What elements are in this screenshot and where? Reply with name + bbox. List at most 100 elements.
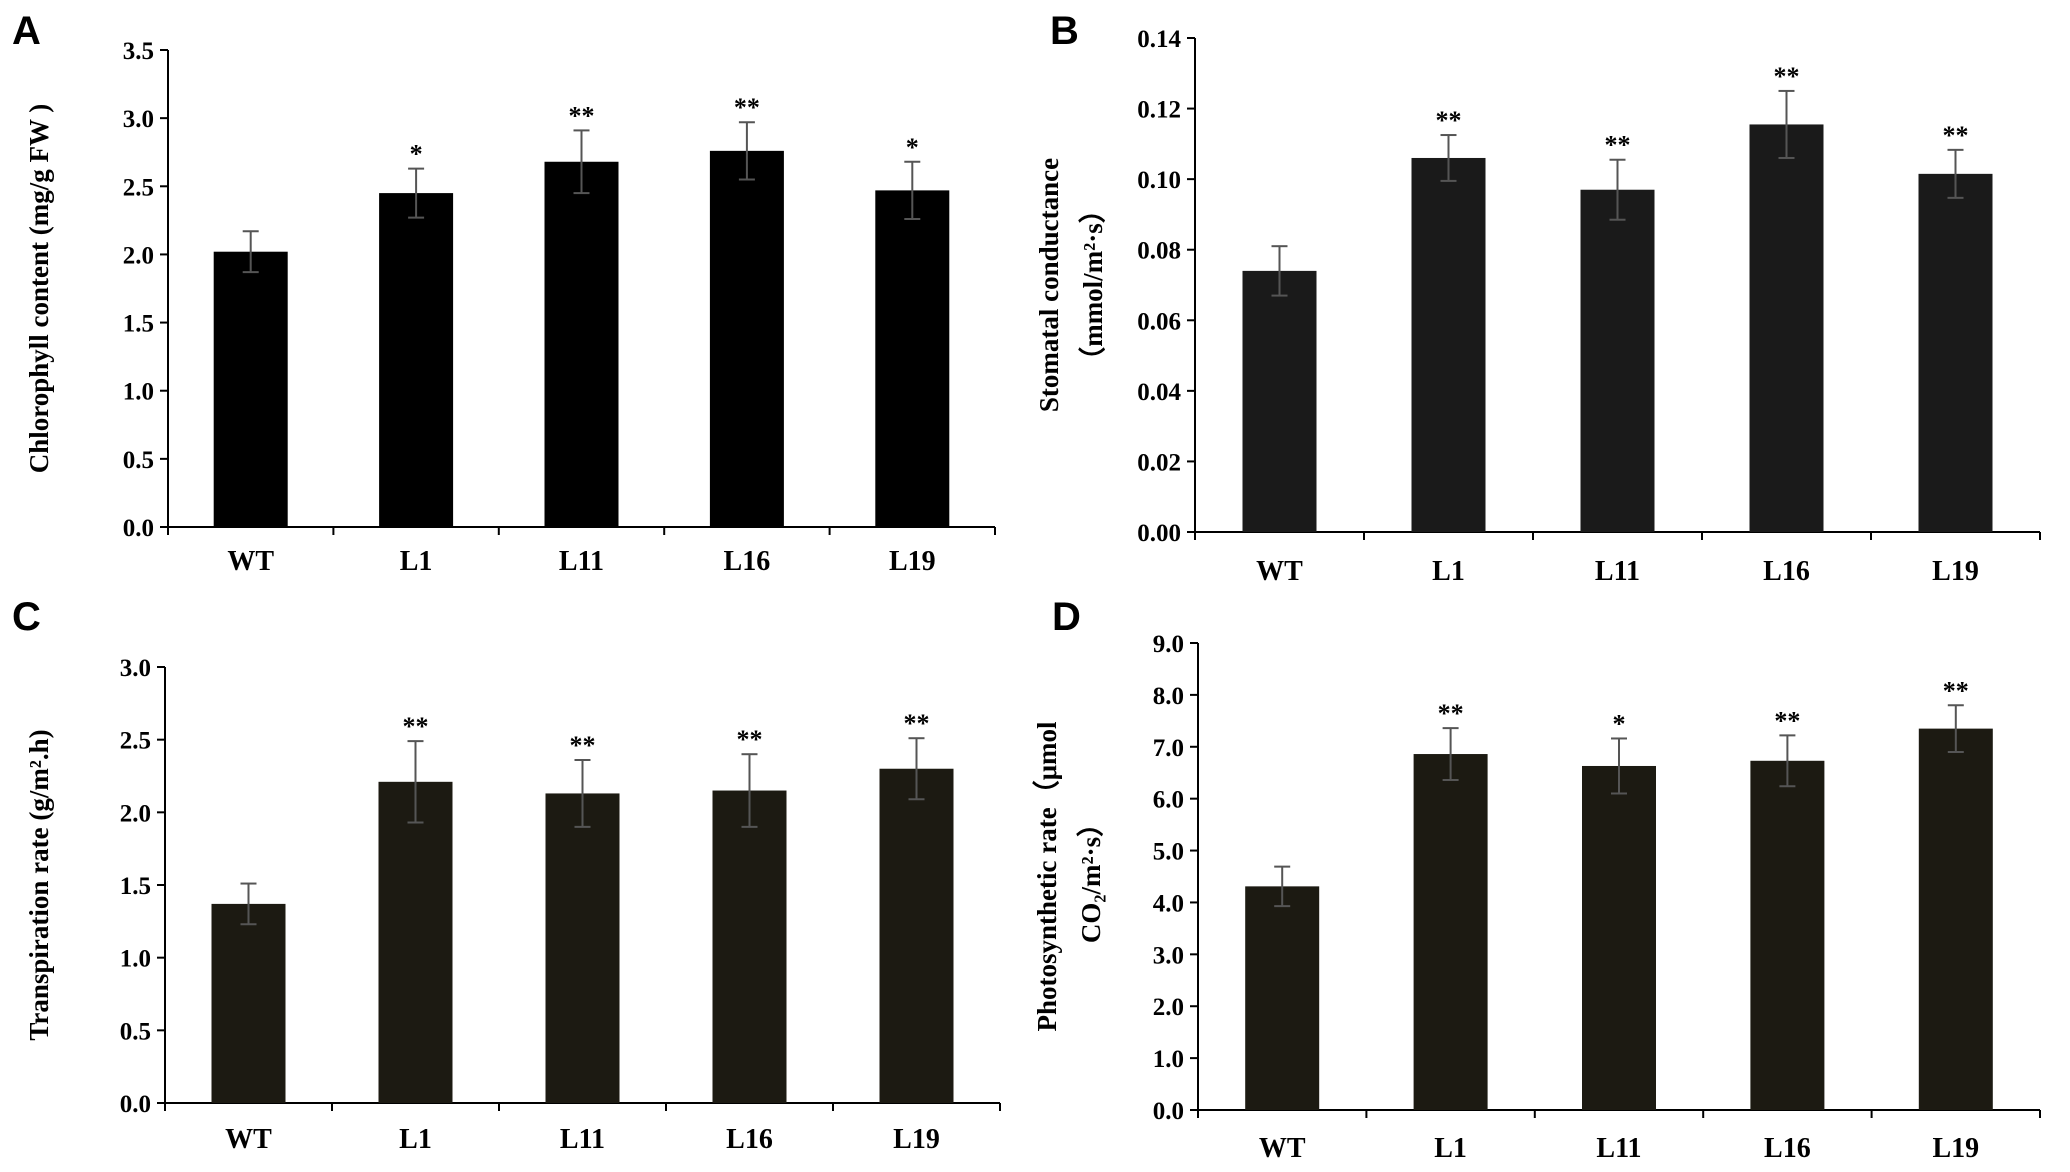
y-tick-label: 0.10 [1137, 167, 1181, 194]
y-tick-label: 5.0 [1153, 839, 1184, 866]
x-category-label: L11 [1596, 1133, 1641, 1164]
y-tick-label: 3.0 [120, 655, 151, 682]
y-tick-label: 3.5 [123, 38, 154, 65]
error-bar-l1 [1442, 727, 1459, 781]
error-bar-l19 [1947, 704, 1964, 753]
y-tick-label: 0.02 [1137, 449, 1181, 476]
error-bar-l11 [573, 129, 590, 195]
chart-panel-b: B 0.00 0.02 0.04 0.06 0.08 0.10 0.12 0.14 WT ** L1 *… [1034, 9, 2041, 587]
y-tick-label: 2.5 [123, 174, 154, 201]
y-tick-label: 4.0 [1153, 890, 1184, 917]
error-bar-l1 [1440, 134, 1457, 182]
bar-l1 [379, 193, 454, 527]
y-tick-label: 3.0 [123, 106, 154, 133]
significance-label: ** [734, 93, 760, 122]
panel-letter: C [12, 595, 41, 639]
y-tick-label: 1.5 [120, 873, 151, 900]
bar-wt [1245, 886, 1320, 1110]
bar-l19 [879, 768, 954, 1103]
y-tick-label: 0.00 [1137, 520, 1181, 547]
y-tick-label: 0.14 [1137, 26, 1181, 53]
y-tick-label: 0.0 [1153, 1098, 1184, 1125]
y-tick-label: 3.0 [1153, 942, 1184, 969]
y-axis-title-line: Photosynthetic rate（μmol [1032, 721, 1062, 1031]
y-axis-title: Photosynthetic rate（μmol CO₂/m²·s） [1032, 721, 1106, 1031]
error-bar-l16 [741, 753, 758, 828]
y-tick-label: 0.0 [123, 515, 154, 542]
x-category-label: L19 [1932, 1133, 1979, 1164]
bar-l16 [1749, 124, 1824, 532]
error-bar-l11 [574, 759, 591, 828]
x-category-label: L11 [559, 546, 604, 577]
significance-label: ** [904, 709, 930, 738]
x-category-label: WT [1256, 556, 1303, 587]
y-tick-label: 1.0 [123, 379, 154, 406]
x-category-label: L11 [560, 1124, 605, 1155]
error-bar-l11 [1611, 737, 1627, 795]
y-tick-label: 0.06 [1137, 308, 1181, 335]
bar-l11 [1580, 189, 1655, 532]
y-axis-title-line: （mmol/m²·s） [1078, 196, 1108, 374]
y-tick-label: 0.5 [120, 1018, 151, 1045]
y-axis-title-line: CO₂/m²·s） [1076, 810, 1106, 943]
significance-label: ** [403, 712, 429, 741]
panel-letter: D [1052, 595, 1081, 639]
bar-wt [1242, 270, 1317, 532]
error-bar-l19 [908, 737, 925, 801]
error-bar-l1 [408, 167, 425, 219]
x-category-label: L19 [1932, 556, 1979, 587]
significance-label: ** [569, 101, 595, 130]
error-bar-l1 [407, 740, 424, 824]
panel-letter: A [12, 9, 41, 53]
x-category-label: WT [225, 1124, 272, 1155]
y-tick-label: 1.0 [120, 946, 151, 973]
x-category-label: WT [1259, 1133, 1306, 1164]
bar-l1 [1413, 754, 1488, 1110]
error-bar-l16 [1779, 734, 1796, 788]
error-bar-wt [240, 882, 257, 926]
x-category-label: L16 [724, 546, 771, 577]
chart-panel-c: C 0.0 0.5 1.0 1.5 2.0 2.5 3.0 WT ** L1 ** L11 ** L16 **… [12, 595, 1001, 1155]
significance-label: * [906, 133, 919, 162]
significance-label: ** [1438, 699, 1464, 728]
y-tick-label: 2.0 [1153, 994, 1184, 1021]
y-tick-label: 0.5 [123, 447, 154, 474]
y-tick-label: 1.0 [1153, 1046, 1184, 1073]
significance-label: ** [737, 725, 763, 754]
bar-wt [213, 251, 288, 527]
significance-label: ** [1605, 131, 1631, 160]
x-category-label: L16 [726, 1124, 773, 1155]
significance-label: ** [1943, 676, 1969, 705]
error-bar-l11 [1609, 158, 1626, 221]
x-category-label: WT [227, 546, 274, 577]
y-axis-title: Chlorophyll content (mg/g FW ) [24, 104, 54, 474]
error-bar-l19 [1947, 148, 1964, 199]
y-tick-label: 0.12 [1137, 97, 1181, 124]
significance-label: ** [1943, 121, 1969, 150]
significance-label: ** [570, 731, 596, 760]
y-axis-title: Transpiration rate (g/m².h) [24, 729, 54, 1040]
x-category-label: L1 [400, 546, 433, 577]
bar-l19 [1918, 173, 1993, 532]
error-bar-wt [1271, 245, 1288, 297]
error-bar-l16 [738, 121, 755, 181]
bar-l11 [1582, 765, 1656, 1110]
y-tick-label: 0.0 [120, 1091, 151, 1118]
chart-panel-d: D 0.0 1.0 2.0 3.0 4.0 5.0 6.0 7.0 8.0 9.0 WT ** L1 * L1… [1032, 595, 2041, 1164]
y-tick-label: 6.0 [1153, 787, 1184, 814]
x-category-label: L16 [1764, 1133, 1811, 1164]
bar-l11 [545, 793, 620, 1103]
significance-label: ** [1436, 106, 1462, 135]
bar-l16 [1750, 760, 1825, 1110]
significance-label: ** [1774, 62, 1800, 91]
x-category-label: L1 [1434, 1133, 1467, 1164]
bar-l11 [544, 161, 619, 528]
bar-l19 [875, 190, 950, 528]
y-tick-label: 1.5 [123, 311, 154, 338]
y-tick-label: 7.0 [1153, 735, 1184, 762]
y-axis-title-line: Transpiration rate (g/m².h) [24, 729, 54, 1040]
x-category-label: L11 [1595, 556, 1640, 587]
significance-label: ** [1774, 706, 1800, 735]
bar-l19 [1918, 728, 1993, 1110]
